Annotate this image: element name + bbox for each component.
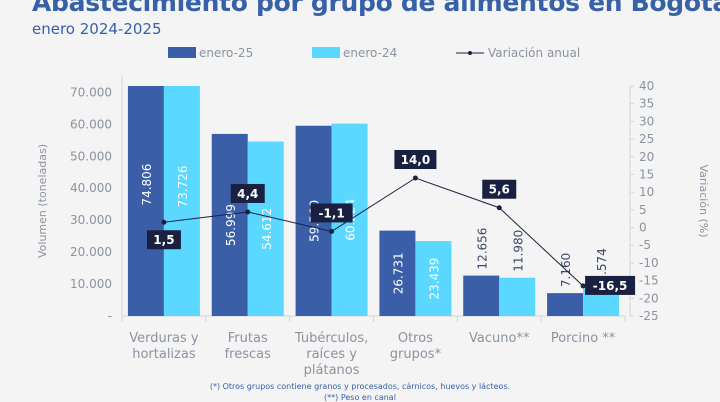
y2-tick-label: 40 [639,79,654,93]
bar-data-label: 12.656 [475,228,489,270]
variation-label-box [394,150,437,169]
chart-subtitle: enero 2024-2025 [32,20,162,38]
category-label: frescas [225,347,272,362]
variation-data-label: 14,0 [401,153,431,167]
bar-enero-24 [415,241,452,316]
variation-data-label: 1,5 [153,233,174,247]
category-label: Verduras y [129,331,199,346]
variation-label-box [146,230,181,250]
variation-point [496,205,502,211]
category-label: Porcino ** [551,331,616,346]
bar-enero-25 [379,230,416,316]
y2-tick-label: 35 [639,97,654,111]
variation-data-label: 4,4 [237,187,258,201]
bar-enero-25 [211,133,248,316]
bar-enero-24 [247,141,284,316]
category-label: Vacuno** [469,331,530,346]
y2-tick-label: 10 [639,185,654,199]
bar-enero-25 [547,293,584,316]
category-label: hortalizas [132,347,196,362]
bar-data-label: 56.999 [224,204,238,246]
variation-label-box [310,203,353,223]
category-label: plátanos [304,363,360,378]
y2-tick-label: -15 [639,274,659,288]
variation-data-label: 5,6 [489,183,510,197]
variation-label-box [482,179,517,199]
category-label: grupos* [390,347,442,362]
y2-tick-label: 15 [639,167,654,181]
bar-data-label: 8.574 [595,248,609,282]
y-tick-label: 60.000 [70,117,112,131]
bar-data-label: 11.980 [511,230,525,272]
variation-point [412,175,418,181]
y2-tick-label: 30 [639,114,654,128]
legend-label: enero-24 [343,46,397,60]
bar-enero-25 [127,86,164,316]
y-tick-label: 30.000 [70,213,112,227]
y-tick-label: 10.000 [70,277,112,291]
category-label: raíces y [306,347,357,362]
category-label: Tubérculos, [294,331,368,346]
bar-data-label: 23.439 [427,258,441,300]
y-tick-label: 70.000 [70,85,112,99]
y-tick-label: 50.000 [70,149,112,163]
y2-axis-title: Variación (%) [697,164,710,237]
bar-data-label: 54.612 [260,208,274,250]
legend-label: enero-25 [199,46,253,60]
variation-data-label: -16,5 [593,279,628,293]
variation-label-box [230,183,265,203]
y-axis-title: Volumen (toneladas) [36,144,49,258]
y2-tick-label: 5 [639,203,647,217]
y-tick-label: 40.000 [70,181,112,195]
category-label: Frutas [228,331,268,346]
y2-tick-label: 20 [639,150,654,164]
y-tick-label: 20.000 [70,245,112,259]
bar-data-label: 26.731 [391,252,405,294]
bar-data-label: 73.726 [176,165,190,207]
bar-enero-25 [463,275,500,316]
variation-data-label: -1,1 [318,206,344,220]
y2-tick-label: 25 [639,132,654,146]
legend-label: Variación anual [488,46,580,60]
legend-swatch-enero-25 [168,47,196,58]
variation-line [163,177,584,287]
bar-enero-24 [499,277,536,316]
y2-tick-label: 0 [639,221,647,235]
y2-tick-label: -10 [639,256,659,270]
footnote-1: (*) Otros grupos contiene granos y proce… [209,382,511,391]
legend-swatch-enero-24 [312,47,340,58]
variation-point [329,228,335,234]
category-label: Otros [398,331,433,346]
variation-label-box [585,275,636,295]
y-tick-label: - [108,309,112,323]
bar-enero-24 [163,86,200,316]
variation-point [245,209,251,215]
chart-title: Abastecimiento por grupo de alimentos en… [32,0,720,17]
y2-tick-label: -5 [639,238,651,252]
legend-point-icon [468,51,472,55]
footnote-2: (**) Peso en canal [324,393,396,402]
y2-tick-label: -20 [639,291,659,305]
variation-point [161,219,167,225]
variation-point [580,283,586,289]
y2-tick-label: -25 [639,309,659,323]
bar-data-label: 74.806 [140,164,154,206]
